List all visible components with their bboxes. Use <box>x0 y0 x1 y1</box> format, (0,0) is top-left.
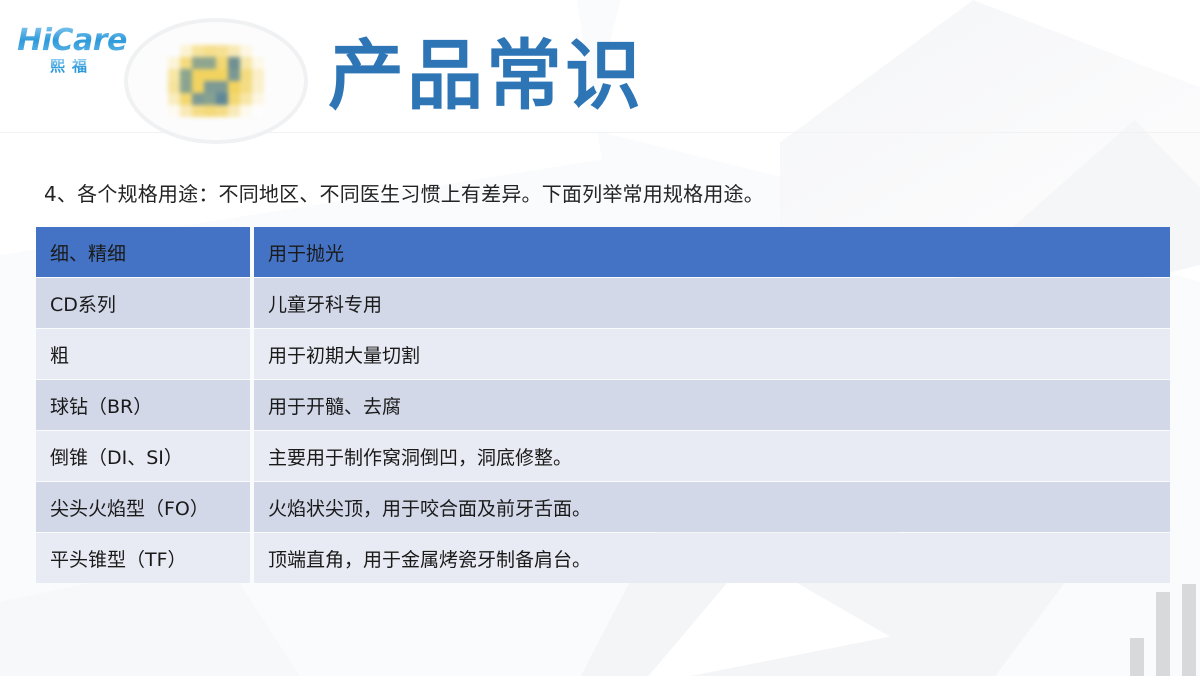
cell-spec: CD系列 <box>36 278 250 328</box>
brand-logo-wordmark: HiCare <box>14 26 130 56</box>
specification-usage-table: 细、精细 用于抛光 CD系列 儿童牙科专用 粗 用于初期大量切割 球钻（BR） … <box>36 226 1170 584</box>
table-header: 细、精细 用于抛光 <box>36 227 1170 277</box>
cell-spec: 粗 <box>36 329 250 379</box>
brand-logo: HiCare 熙福 <box>14 26 130 86</box>
table-row: 粗 用于初期大量切割 <box>36 329 1170 379</box>
column-header-spec: 细、精细 <box>36 227 250 277</box>
brand-logo-chinese-name: 熙福 <box>14 59 130 74</box>
table-row: 平头锥型（TF） 顶端直角，用于金属烤瓷牙制备肩台。 <box>36 533 1170 583</box>
cell-use: 火焰状尖顶，用于咬合面及前牙舌面。 <box>254 482 1170 532</box>
table-row: 尖头火焰型（FO） 火焰状尖顶，用于咬合面及前牙舌面。 <box>36 482 1170 532</box>
cell-use: 儿童牙科专用 <box>254 278 1170 328</box>
cell-use: 用于初期大量切割 <box>254 329 1170 379</box>
table-row: 球钻（BR） 用于开髓、去腐 <box>36 380 1170 430</box>
decorative-bar-short <box>1130 638 1144 676</box>
decorative-bar-tall <box>1182 584 1196 676</box>
decorative-bar-medium <box>1156 592 1170 676</box>
table-row: 倒锥（DI、SI） 主要用于制作窝洞倒凹，洞底修整。 <box>36 431 1170 481</box>
cell-spec: 倒锥（DI、SI） <box>36 431 250 481</box>
pixelated-number-badge-icon <box>168 45 264 117</box>
decorative-bars <box>1130 584 1200 676</box>
lead-paragraph: 4、各个规格用途：不同地区、不同医生习惯上有差异。下面列举常用规格用途。 <box>44 182 764 206</box>
bg-hairline <box>0 132 1200 133</box>
cell-use: 主要用于制作窝洞倒凹，洞底修整。 <box>254 431 1170 481</box>
section-number-badge <box>124 18 308 144</box>
table-body: CD系列 儿童牙科专用 粗 用于初期大量切割 球钻（BR） 用于开髓、去腐 倒锥… <box>36 278 1170 583</box>
table-header-row: 细、精细 用于抛光 <box>36 227 1170 277</box>
table-row: CD系列 儿童牙科专用 <box>36 278 1170 328</box>
page-title: 产品常识 <box>328 31 644 120</box>
column-header-use: 用于抛光 <box>254 227 1170 277</box>
cell-use: 顶端直角，用于金属烤瓷牙制备肩台。 <box>254 533 1170 583</box>
cell-spec: 球钻（BR） <box>36 380 250 430</box>
cell-spec: 尖头火焰型（FO） <box>36 482 250 532</box>
cell-use: 用于开髓、去腐 <box>254 380 1170 430</box>
cell-spec: 平头锥型（TF） <box>36 533 250 583</box>
